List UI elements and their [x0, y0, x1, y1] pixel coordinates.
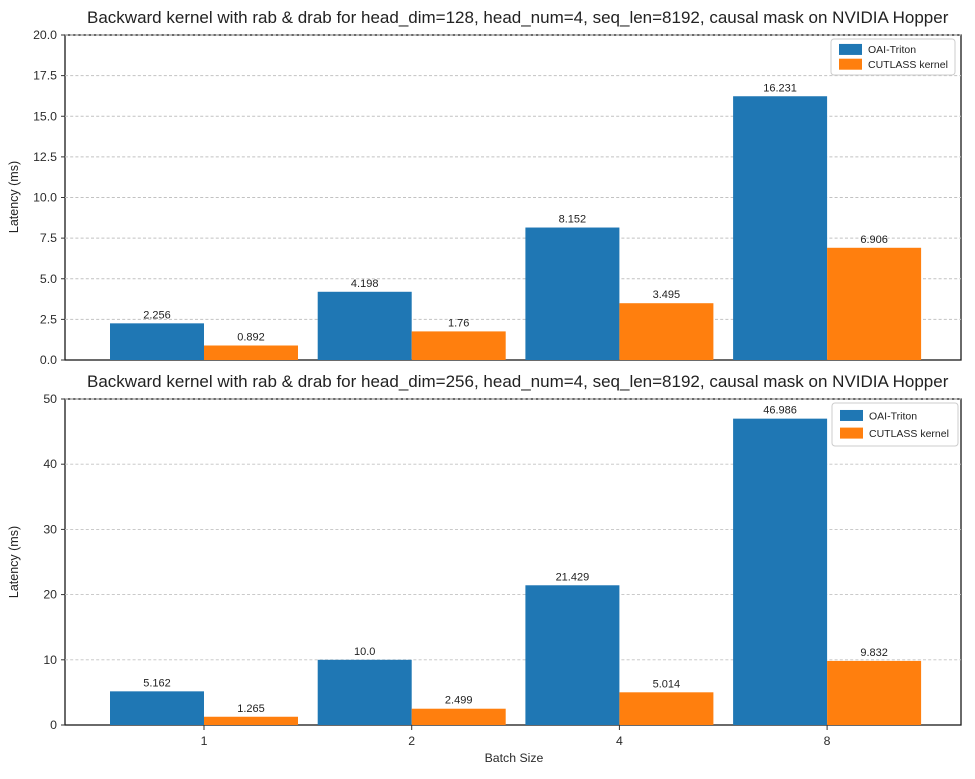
svg-text:20: 20 [43, 588, 57, 602]
svg-text:40: 40 [43, 457, 57, 471]
svg-text:8.152: 8.152 [559, 214, 587, 226]
svg-text:16.231: 16.231 [763, 82, 797, 94]
svg-text:46.986: 46.986 [763, 405, 797, 417]
svg-text:0.0: 0.0 [40, 353, 57, 367]
svg-text:10: 10 [43, 653, 57, 667]
svg-text:OAI-Triton: OAI-Triton [869, 410, 917, 422]
svg-text:21.429: 21.429 [556, 571, 590, 583]
svg-text:2: 2 [408, 734, 415, 748]
svg-text:0.892: 0.892 [237, 332, 265, 344]
svg-text:CUTLASS kernel: CUTLASS kernel [869, 428, 949, 440]
svg-text:1: 1 [201, 734, 208, 748]
svg-text:Backward kernel with rab & dra: Backward kernel with rab & drab for head… [87, 372, 949, 391]
svg-text:30: 30 [43, 522, 57, 536]
svg-text:Batch Size: Batch Size [485, 751, 544, 765]
svg-text:2.5: 2.5 [40, 312, 57, 326]
svg-text:0: 0 [50, 718, 57, 732]
svg-text:4.198: 4.198 [351, 278, 379, 290]
svg-text:2.499: 2.499 [445, 695, 473, 707]
svg-text:Latency (ms): Latency (ms) [7, 161, 21, 233]
svg-text:20.0: 20.0 [33, 28, 57, 42]
svg-text:50: 50 [43, 392, 57, 406]
svg-text:5.162: 5.162 [143, 677, 171, 689]
svg-text:1.76: 1.76 [448, 317, 469, 329]
svg-text:1.265: 1.265 [237, 703, 265, 715]
svg-text:12.5: 12.5 [33, 150, 57, 164]
svg-text:Latency (ms): Latency (ms) [7, 526, 21, 598]
svg-text:5.014: 5.014 [653, 678, 681, 690]
svg-text:9.832: 9.832 [860, 647, 888, 659]
svg-text:15.0: 15.0 [33, 109, 57, 123]
svg-text:4: 4 [616, 734, 623, 748]
svg-text:Backward kernel with rab & dra: Backward kernel with rab & drab for head… [87, 8, 949, 27]
svg-text:17.5: 17.5 [33, 69, 57, 83]
svg-text:6.906: 6.906 [860, 234, 888, 246]
svg-text:OAI-Triton: OAI-Triton [868, 44, 916, 56]
svg-text:10.0: 10.0 [33, 191, 57, 205]
svg-text:5.0: 5.0 [40, 272, 57, 286]
svg-text:10.0: 10.0 [354, 646, 375, 658]
svg-text:3.495: 3.495 [653, 289, 681, 301]
svg-text:8: 8 [824, 734, 831, 748]
svg-text:CUTLASS kernel: CUTLASS kernel [868, 59, 948, 71]
svg-text:7.5: 7.5 [40, 231, 57, 245]
svg-text:2.256: 2.256 [143, 309, 171, 321]
